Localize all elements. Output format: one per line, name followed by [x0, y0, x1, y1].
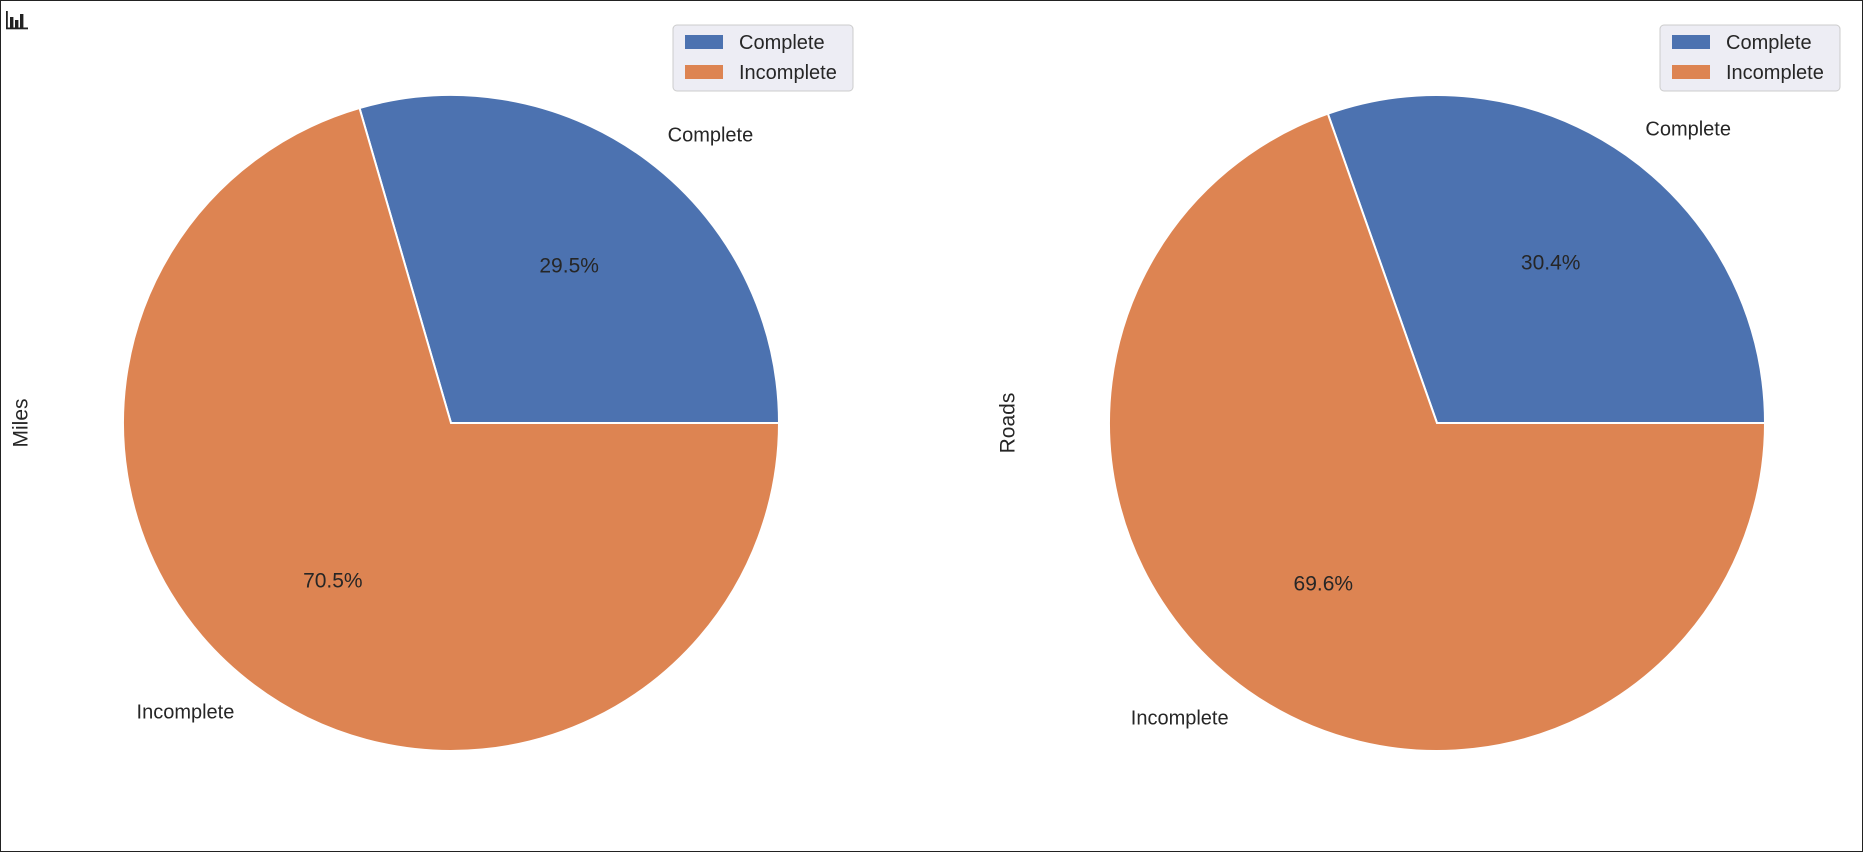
- pie-slice-incomplete: [122, 106, 781, 752]
- pct-label-incomplete: 69.6%: [1294, 573, 1354, 596]
- legend-swatch-incomplete: [685, 65, 723, 79]
- slice-label-incomplete: Incomplete: [1131, 708, 1229, 730]
- bar-chart-icon[interactable]: [5, 9, 29, 31]
- legend-label-complete: Complete: [739, 32, 825, 54]
- pie-slice-complete: [358, 94, 781, 424]
- slice-label-incomplete: Incomplete: [137, 702, 235, 724]
- legend-swatch-complete: [1672, 35, 1710, 49]
- legend-label-incomplete: Incomplete: [1726, 62, 1824, 84]
- y-axis-label: Roads: [997, 393, 1020, 454]
- pct-label-complete: 29.5%: [539, 255, 599, 278]
- pie-slice-complete: [1326, 94, 1767, 424]
- y-axis-label: Miles: [10, 398, 33, 447]
- legend-label-incomplete: Incomplete: [739, 62, 837, 84]
- slice-label-complete: Complete: [1645, 118, 1731, 140]
- legend-swatch-complete: [685, 35, 723, 49]
- legend-label-complete: Complete: [1726, 32, 1812, 54]
- legend-swatch-incomplete: [1672, 65, 1710, 79]
- pct-label-complete: 30.4%: [1521, 251, 1581, 274]
- pie-slice-incomplete: [1108, 112, 1767, 752]
- pct-label-incomplete: 70.5%: [303, 569, 363, 592]
- slice-label-complete: Complete: [668, 124, 754, 146]
